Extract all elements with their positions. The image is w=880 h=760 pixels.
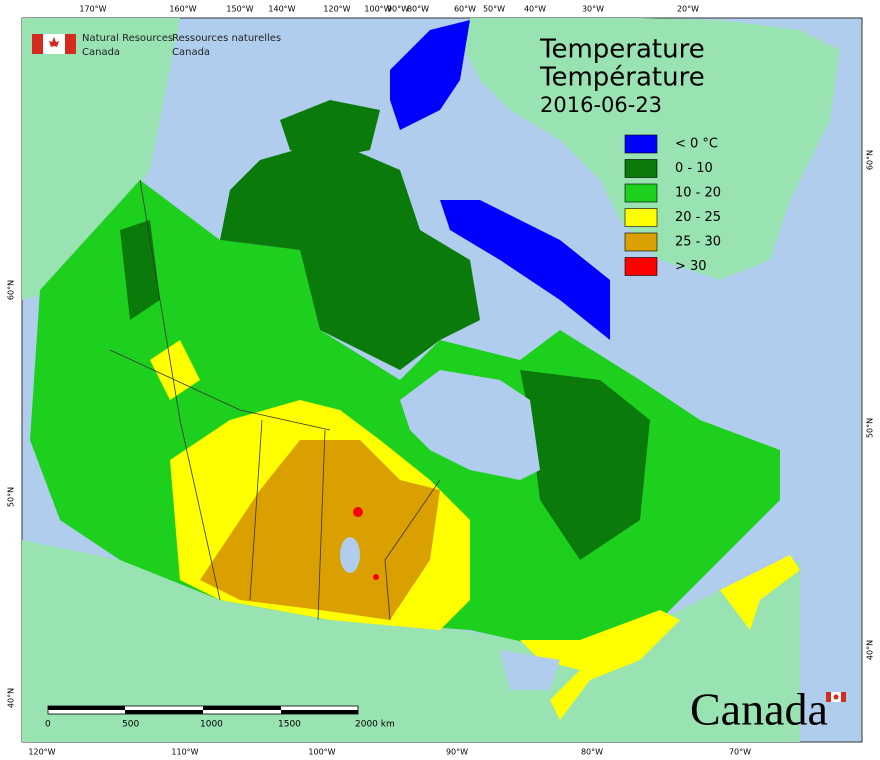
scale-label: 500 [122, 720, 139, 730]
graticule-label: 120°W [28, 748, 55, 757]
scale-label: 1000 [200, 720, 223, 730]
graticule-label: 120°W [323, 5, 350, 14]
graticule-label: 110°W [171, 748, 198, 757]
province-border [139, 179, 221, 601]
graticule-label: 70°W [729, 748, 751, 757]
graticule-label: 60°N [7, 280, 16, 300]
zone-0-10-north [220, 140, 480, 370]
zone-30-plus [353, 507, 363, 517]
graticule-label: 50°N [866, 418, 875, 438]
great-lakes [500, 650, 560, 690]
zone-0-10-islands [280, 100, 380, 160]
legend-label: 20 - 25 [675, 210, 721, 225]
graticule-label: 40°N [7, 688, 16, 708]
united-states [22, 540, 800, 742]
agency-fr: Ressources naturelles [172, 33, 281, 44]
zone-below-0-ellesmere [390, 20, 470, 130]
legend-swatch [624, 159, 658, 178]
province-border [384, 479, 441, 621]
graticule-label: 60°W [454, 5, 476, 14]
graticule-label: 140°W [268, 5, 295, 14]
graticule-label: 40°N [866, 640, 875, 660]
graticule-label: 90°W [446, 748, 468, 757]
title-fr: Température [539, 63, 705, 93]
graticule-label: 60°N [866, 150, 875, 170]
wordmark-flag [826, 692, 846, 702]
graticule-label: 40°W [524, 5, 546, 14]
province-border [249, 419, 263, 601]
legend-label: 25 - 30 [675, 235, 721, 250]
lake-winnipeg [340, 537, 360, 573]
graticule-label: 100°W [364, 5, 391, 14]
graticule-label: 20°W [677, 5, 699, 14]
zone-0-10-labrador [520, 370, 650, 560]
zone-30-plus [373, 574, 379, 580]
scale-label: 0 [45, 720, 51, 730]
legend-label: 10 - 20 [675, 186, 721, 201]
agency-en: Canada [82, 47, 120, 58]
graticule-label: 100°W [308, 748, 335, 757]
graticule-label: 160°W [169, 5, 196, 14]
graticule-label: 170°W [79, 5, 106, 14]
alaska [22, 18, 180, 300]
legend-swatch [624, 232, 658, 252]
agency-en: Natural Resources [82, 33, 173, 44]
graticule-label: 30°W [582, 5, 604, 14]
zone-25-30 [200, 440, 440, 620]
scale-label: 2000 km [355, 720, 395, 730]
flag [32, 34, 76, 54]
agency-fr: Canada [172, 47, 210, 58]
graticule-label: 90°W [387, 5, 409, 14]
wordmark: Canada [690, 684, 828, 735]
title-date: 2016-06-23 [540, 93, 662, 117]
zone-below-0-baffin [440, 200, 610, 340]
legend-swatch [624, 208, 658, 227]
legend-label: < 0 °C [675, 137, 718, 152]
legend-swatch [624, 183, 658, 203]
zone-20-25-north [150, 340, 200, 400]
title-en: Temperature [539, 35, 705, 65]
graticule-label: 80°W [407, 5, 429, 14]
zone-0-10-yukon [120, 220, 160, 320]
legend-label: > 30 [675, 259, 707, 274]
legend-swatch [624, 134, 658, 154]
province-border [317, 429, 326, 621]
hudson-bay [400, 370, 540, 480]
legend-label: 0 - 10 [675, 161, 713, 176]
graticule-label: 80°W [581, 748, 603, 757]
graticule-label: 50°N [7, 487, 16, 507]
zone-20-25-east [520, 610, 680, 720]
zone-20-25-maritimes [720, 555, 800, 630]
scale-label: 1500 [278, 720, 301, 730]
province-border [109, 349, 331, 431]
legend-swatch [624, 257, 658, 276]
scale-bar [47, 705, 359, 715]
graticule-label: 50°W [483, 5, 505, 14]
graticule-label: 150°W [226, 5, 253, 14]
